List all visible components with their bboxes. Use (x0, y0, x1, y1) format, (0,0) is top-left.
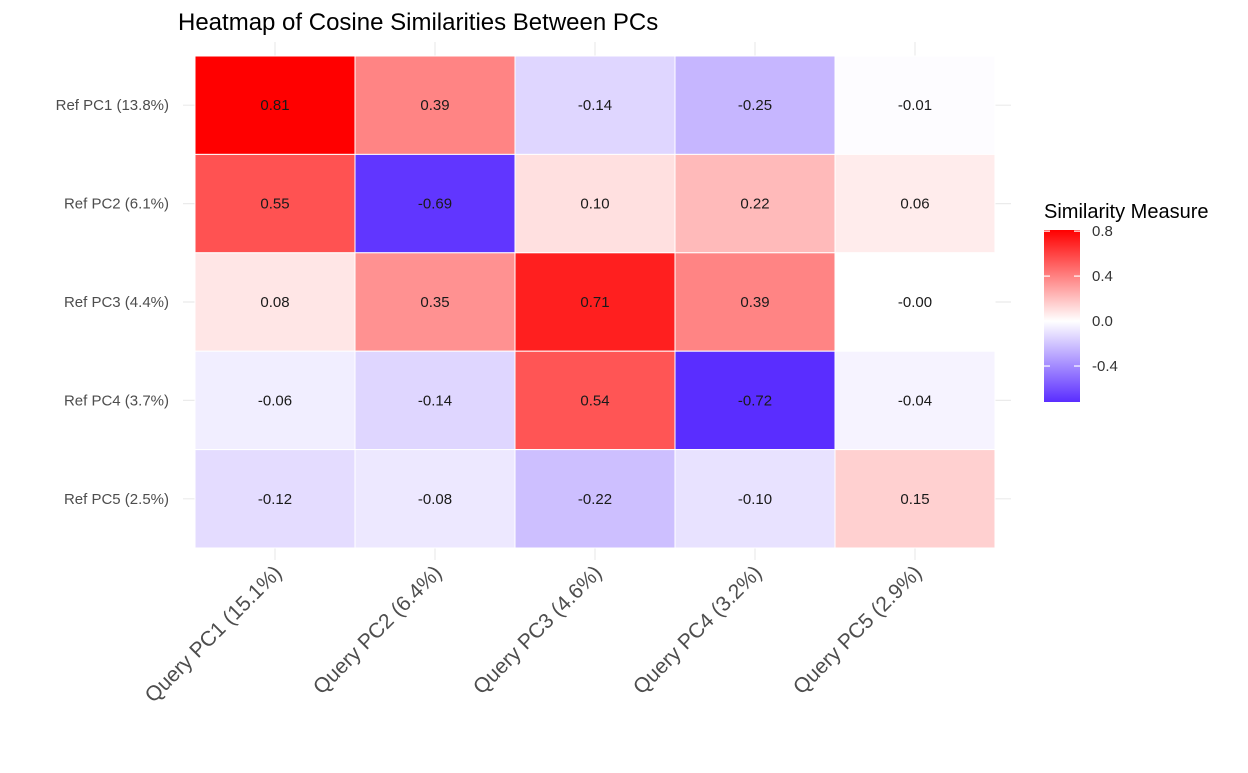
cell-value-label: -0.01 (898, 97, 932, 114)
cell-value-label: 0.54 (580, 392, 609, 409)
heatmap-cell (514, 153, 676, 254)
heatmap-cell (514, 449, 676, 549)
heatmap-cell (194, 350, 356, 451)
heatmap-cell (354, 55, 516, 155)
heatmap-cells (194, 55, 996, 549)
heatmap-cell (674, 153, 836, 254)
heatmap-cell (354, 449, 516, 549)
x-tick-label: Query PC3 (4.6%) (469, 561, 607, 699)
cell-value-label: -0.14 (418, 392, 452, 409)
cell-value-label: -0.00 (898, 294, 932, 311)
cell-value-label: 0.06 (900, 196, 929, 213)
cell-labels: 0.81 0.39 -0.14 -0.25 -0.01 0.55 -0.69 0.10 0.22… (258, 97, 932, 508)
cell-value-label: -0.04 (898, 392, 932, 409)
heatmap-cell (674, 449, 836, 549)
legend-ticks: 0.8 0.4 0.0 -0.4 (1044, 223, 1118, 375)
y-tick-label: Ref PC4 (3.7%) (64, 392, 169, 409)
heatmap-cell (194, 449, 356, 549)
cell-value-label: -0.72 (738, 392, 772, 409)
y-tick-label: Ref PC3 (4.4%) (64, 294, 169, 311)
cell-value-label: 0.08 (260, 294, 289, 311)
legend-tick-label: -0.4 (1092, 358, 1118, 375)
legend-tick-label: 0.8 (1092, 223, 1113, 240)
heatmap-cell (834, 55, 996, 155)
heatmap-cell (834, 252, 996, 352)
heatmap-cell (674, 252, 836, 352)
cell-value-label: -0.10 (738, 491, 772, 508)
y-tick-label: Ref PC5 (2.5%) (64, 491, 169, 508)
legend-tick-label: 0.0 (1092, 313, 1113, 330)
cell-value-label: 0.22 (740, 196, 769, 213)
cell-value-label: 0.10 (580, 196, 609, 213)
heatmap-cell (674, 350, 836, 451)
y-tick-label: Ref PC2 (6.1%) (64, 196, 169, 213)
y-axis-labels: Ref PC1 (13.8%) Ref PC2 (6.1%) Ref PC3 (4.… (56, 97, 169, 508)
cell-value-label: 0.71 (580, 294, 609, 311)
x-tick-label: Query PC5 (2.9%) (789, 561, 927, 699)
cell-value-label: 0.39 (740, 294, 769, 311)
color-legend: Similarity Measure 0.8 0.4 0.0 -0.4 (1044, 201, 1208, 402)
cell-value-label: 0.39 (420, 97, 449, 114)
heatmap-cell (354, 153, 516, 254)
cell-value-label: -0.69 (418, 196, 452, 213)
heatmap-cell (674, 55, 836, 155)
cell-value-label: -0.25 (738, 97, 772, 114)
y-tick-label: Ref PC1 (13.8%) (56, 97, 169, 114)
cell-value-label: -0.22 (578, 491, 612, 508)
cell-value-label: 0.15 (900, 491, 929, 508)
cell-value-label: -0.08 (418, 491, 452, 508)
x-tick-label: Query PC2 (6.4%) (309, 561, 447, 699)
x-axis-labels: Query PC1 (15.1%) Query PC2 (6.4%) Query P… (141, 561, 927, 707)
legend-title: Similarity Measure (1044, 201, 1208, 223)
cell-value-label: 0.81 (260, 97, 289, 114)
heatmap-cell (194, 55, 356, 155)
heatmap-cell (514, 350, 676, 451)
heatmap-cell (354, 252, 516, 352)
heatmap-cell (834, 350, 996, 451)
heatmap-cell (834, 449, 996, 549)
x-tick-label: Query PC1 (15.1%) (141, 561, 287, 707)
chart-title: Heatmap of Cosine Similarities Between P… (178, 9, 658, 36)
heatmap-cell (514, 252, 676, 352)
heatmap-cell (834, 153, 996, 254)
cell-value-label: -0.06 (258, 392, 292, 409)
legend-tick-label: 0.4 (1092, 268, 1113, 285)
cell-value-label: 0.55 (260, 196, 289, 213)
cell-value-label: 0.35 (420, 294, 449, 311)
legend-colorbar (1044, 230, 1080, 402)
heatmap-cell (194, 153, 356, 254)
cell-value-label: -0.14 (578, 97, 612, 114)
cell-value-label: -0.12 (258, 491, 292, 508)
heatmap-cell (194, 252, 356, 352)
x-tick-label: Query PC4 (3.2%) (629, 561, 767, 699)
